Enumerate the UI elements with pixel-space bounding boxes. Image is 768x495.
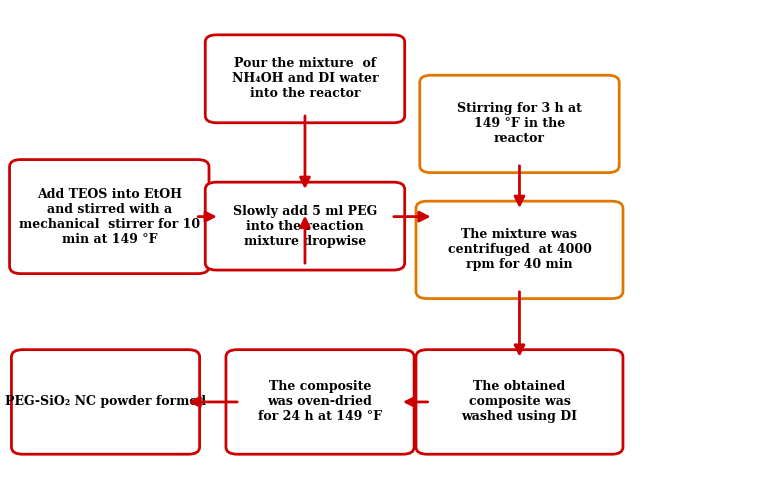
Text: PEG-SiO₂ NC powder formed: PEG-SiO₂ NC powder formed (5, 396, 206, 408)
FancyBboxPatch shape (226, 349, 414, 454)
Text: Pour the mixture  of
NH₄OH and DI water
into the reactor: Pour the mixture of NH₄OH and DI water i… (232, 57, 379, 100)
FancyBboxPatch shape (12, 349, 200, 454)
Text: The obtained
composite was
washed using DI: The obtained composite was washed using … (462, 381, 578, 423)
Text: The composite
was oven-dried
for 24 h at 149 °F: The composite was oven-dried for 24 h at… (258, 381, 382, 423)
FancyBboxPatch shape (205, 35, 405, 123)
FancyBboxPatch shape (416, 349, 623, 454)
FancyBboxPatch shape (205, 182, 405, 270)
Text: Add TEOS into EtOH
and stirred with a
mechanical  stirrer for 10
min at 149 °F: Add TEOS into EtOH and stirred with a me… (18, 188, 200, 246)
Text: Slowly add 5 ml PEG
into the reaction
mixture dropwise: Slowly add 5 ml PEG into the reaction mi… (233, 204, 377, 248)
Text: Stirring for 3 h at
149 °F in the
reactor: Stirring for 3 h at 149 °F in the reacto… (457, 102, 582, 146)
FancyBboxPatch shape (420, 75, 619, 173)
Text: The mixture was
centrifuged  at 4000
rpm for 40 min: The mixture was centrifuged at 4000 rpm … (448, 228, 591, 271)
FancyBboxPatch shape (416, 201, 623, 298)
FancyBboxPatch shape (9, 159, 209, 274)
